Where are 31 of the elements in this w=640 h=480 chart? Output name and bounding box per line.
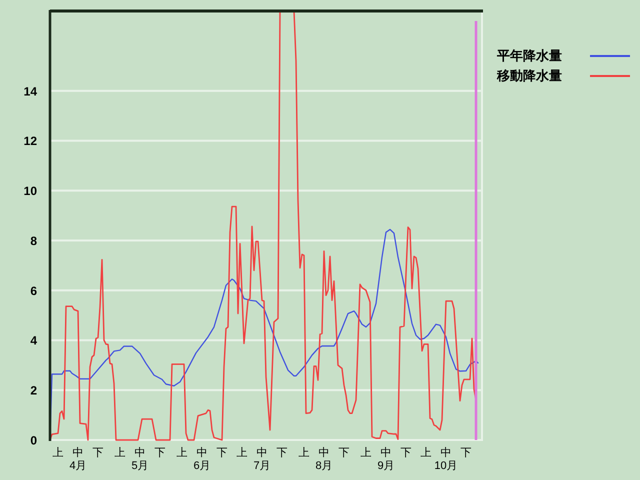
- y-tick-label: 14: [24, 84, 38, 98]
- y-tick-label: 8: [30, 234, 38, 248]
- x-tick-label: 上: [176, 446, 188, 459]
- y-tick-label: 0: [30, 434, 38, 448]
- x-tick-label: 下: [216, 447, 228, 459]
- x-tick-label: 下: [276, 447, 288, 459]
- x-tick-label: 中 5月: [131, 446, 149, 472]
- y-tick-label: 6: [30, 284, 38, 298]
- x-tick-label: 下: [338, 447, 350, 459]
- x-tick-label: 下: [400, 447, 412, 459]
- x-tick-label: 上: [236, 446, 248, 459]
- legend-label: 平年降水量: [496, 48, 562, 63]
- x-tick-label: 上: [114, 446, 126, 459]
- x-tick-label: 中 8月: [315, 446, 333, 472]
- x-tick-label: 下: [92, 447, 104, 459]
- x-tick-label: 上: [298, 446, 310, 459]
- y-tick-label: 12: [24, 134, 38, 148]
- y-tick-label: 10: [24, 184, 38, 198]
- x-tick-label: 中 9月: [377, 446, 395, 472]
- y-tick-label: 4: [30, 334, 38, 348]
- x-tick-label: 中 4月: [69, 446, 87, 472]
- x-tick-label: 中 6月: [193, 446, 211, 472]
- x-tick-label: 上: [360, 446, 372, 459]
- x-tick-label: 中 10月: [434, 446, 458, 472]
- legend-label: 移動降水量: [496, 68, 562, 83]
- x-tick-label: 中 7月: [253, 446, 271, 472]
- y-tick-label: 2: [30, 384, 38, 398]
- x-tick-label: 下: [154, 447, 166, 459]
- x-tick-label: 上: [420, 446, 432, 459]
- x-tick-label: 下: [460, 447, 472, 459]
- x-tick-label: 上: [52, 446, 64, 459]
